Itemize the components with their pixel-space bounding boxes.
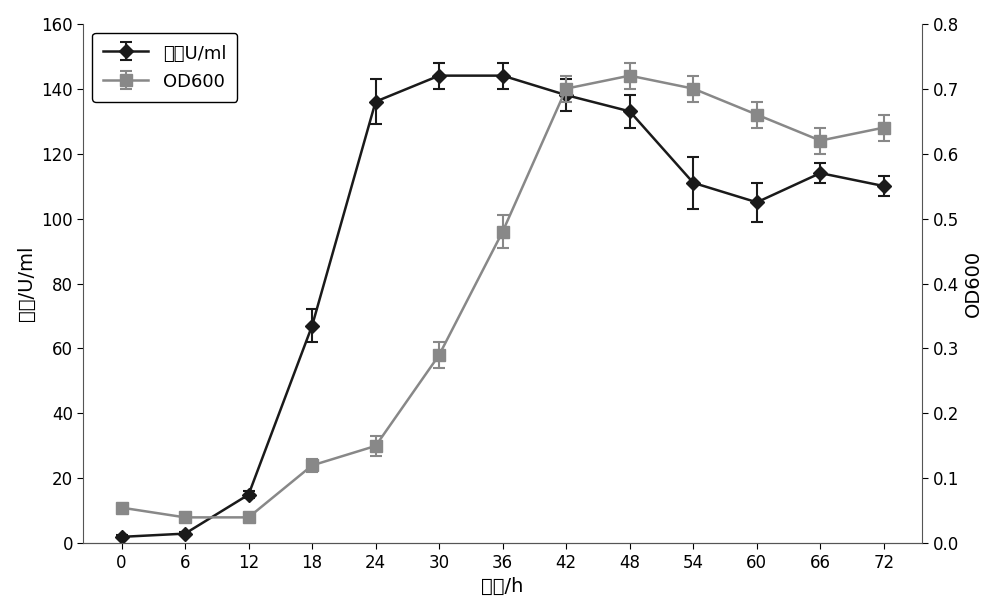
X-axis label: 时间/h: 时间/h (482, 577, 524, 596)
Y-axis label: OD600: OD600 (964, 250, 983, 317)
Legend: 酶活U/ml, OD600: 酶活U/ml, OD600 (92, 32, 237, 102)
Y-axis label: 酶活/U/ml: 酶活/U/ml (17, 246, 36, 321)
